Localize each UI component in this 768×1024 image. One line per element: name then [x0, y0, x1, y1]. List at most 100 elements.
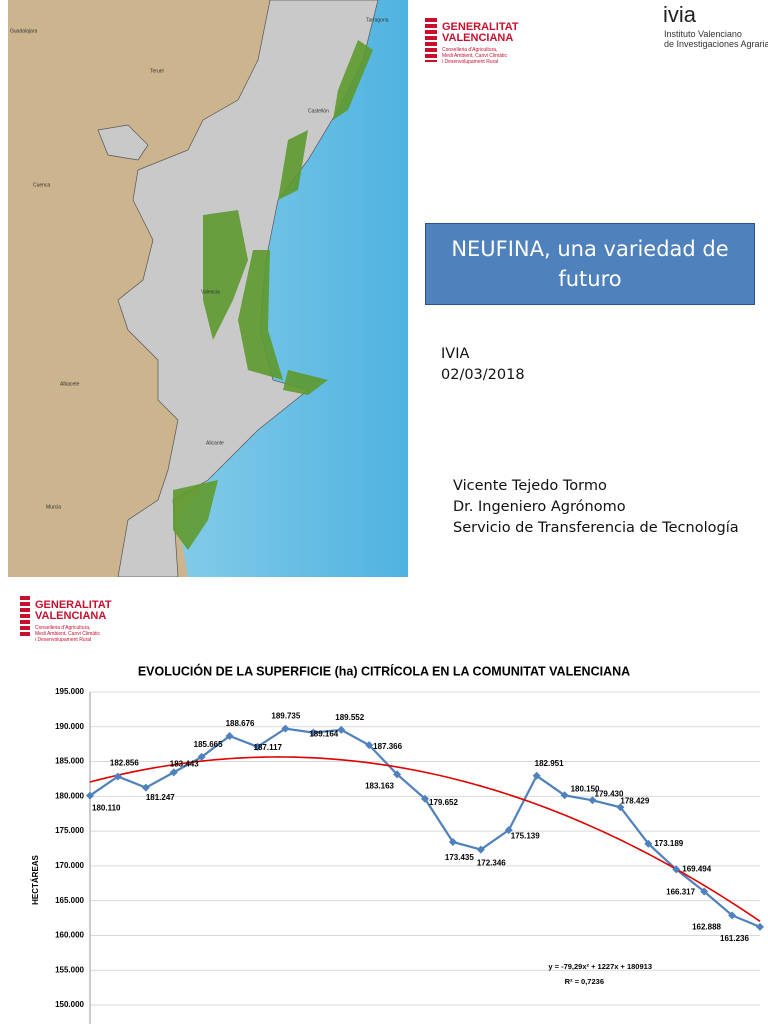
value-label: 175.139 [511, 831, 540, 840]
value-label: 166.317 [666, 888, 695, 897]
marker [253, 742, 262, 751]
value-label: 182.951 [535, 759, 564, 768]
value-label: 189.552 [335, 713, 364, 722]
gv-sub: Conselleria d'Agricultura, Medi Ambient, … [442, 47, 507, 65]
value-label: 188.676 [226, 719, 255, 728]
date: 02/03/2018 [441, 367, 525, 383]
author-line: Servicio de Transferencia de Tecnología [453, 520, 739, 536]
value-label: 178.429 [620, 796, 649, 805]
y-tick-label: 170.000 [55, 861, 84, 870]
value-label: 173.435 [445, 853, 474, 862]
y-axis-label: HECTÁREAS [31, 854, 40, 904]
marker [476, 845, 485, 854]
marker [700, 887, 709, 896]
y-tick-label: 175.000 [55, 826, 84, 835]
y-tick-label: 155.000 [55, 965, 84, 974]
gv-name: VALENCIANA [35, 610, 107, 622]
marker [225, 731, 234, 740]
map: Guadalajara Teruel Tarragona Castellón C… [8, 0, 408, 577]
marker [728, 911, 737, 920]
gv-sub-line: Conselleria d'Agricultura, [442, 47, 498, 53]
marker [756, 922, 764, 931]
slide-title: NEUFINA, una variedad de futuro [451, 237, 729, 291]
gv-emblem [20, 596, 30, 636]
org: IVIA [441, 346, 470, 362]
ivia-logo: ivia [663, 2, 697, 27]
ivia-sub-line: de Investigaciones Agrarias [664, 39, 768, 49]
y-tick-label: 165.000 [55, 896, 84, 905]
y-tick-label: 195.000 [55, 687, 84, 696]
y-tick-label: 160.000 [55, 931, 84, 940]
map-label: Cuenca [33, 182, 50, 188]
marker [337, 725, 346, 734]
value-label: 187.117 [254, 743, 283, 752]
value-label: 187.366 [373, 742, 402, 751]
trend-r2: R² = 0,7236 [565, 977, 604, 986]
author: Vicente Tejedo Tormo Dr. Ingeniero Agróno… [453, 476, 739, 539]
gv-sub-line: i Desenvolupament Rural [442, 59, 499, 65]
gv-sub-line: Medi Ambient, Canvi Climàtic [442, 53, 508, 59]
marker [421, 794, 429, 803]
map-label: Guadalajara [10, 28, 37, 34]
title-box: NEUFINA, una variedad de futuro [425, 223, 755, 305]
gv-sub-line: Conselleria d'Agricultura, [35, 625, 91, 631]
y-tick-label: 180.000 [55, 791, 84, 800]
marker [113, 772, 122, 781]
map-label: Castellón [308, 108, 329, 114]
gv-name: GENERALITAT [35, 599, 112, 611]
marker [644, 839, 653, 848]
map-label: Alicante [206, 440, 224, 446]
value-label: 179.652 [429, 798, 458, 807]
marker [309, 728, 318, 737]
y-tick-label: 185.000 [55, 757, 84, 766]
marker [532, 771, 541, 780]
marker [86, 791, 94, 800]
marker [588, 796, 597, 805]
marker [281, 724, 290, 733]
marker [560, 791, 569, 800]
value-label: 162.888 [692, 922, 721, 931]
gv-sub-line: Medi Ambient, Canvi Climàtic [35, 631, 101, 637]
value-label: 185.665 [194, 740, 223, 749]
gv-name: GENERALITAT [442, 21, 519, 33]
value-label: 181.247 [146, 793, 175, 802]
value-label: 189.735 [271, 712, 300, 721]
value-label: 172.346 [477, 859, 506, 868]
marker [448, 837, 457, 846]
marker [393, 770, 402, 779]
marker [197, 752, 206, 761]
y-tick-label: 190.000 [55, 722, 84, 731]
value-label: 180.110 [92, 804, 121, 813]
value-label: 173.189 [654, 839, 683, 848]
ivia-sub: Instituto Valenciano de Investigaciones A… [664, 29, 768, 49]
map-label: Albacete [60, 381, 80, 387]
marker [141, 783, 150, 792]
value-label: 183.443 [170, 759, 199, 768]
author-line: Vicente Tejedo Tormo [453, 478, 607, 494]
value-label: 180.150 [571, 784, 600, 793]
chart: EVOLUCIÓN DE LA SUPERFICIE (ha) CITRÍCOL… [31, 663, 764, 1024]
value-label: 169.494 [682, 865, 711, 874]
y-tick-label: 150.000 [55, 1000, 84, 1009]
author-line: Dr. Ingeniero Agrónomo [453, 499, 626, 515]
map-label: Valencia [201, 289, 220, 295]
series-line [89, 727, 761, 928]
trend-equation: y = -79,29x² + 1227x + 180913 [548, 962, 652, 971]
value-label: 183.163 [365, 781, 394, 790]
value-label: 161.236 [720, 934, 749, 943]
map-label: Teruel [150, 68, 164, 74]
map-label: Murcia [46, 504, 61, 510]
chart-title: EVOLUCIÓN DE LA SUPERFICIE (ha) CITRÍCOL… [138, 663, 630, 678]
marker [169, 768, 178, 777]
marker [365, 741, 374, 750]
value-label: 179.430 [595, 789, 624, 798]
gv-sub: Conselleria d'Agricultura, Medi Ambient, … [35, 625, 100, 643]
gv-sub-line: i Desenvolupament Rural [35, 637, 92, 643]
ivia-sub-line: Instituto Valenciano [664, 29, 742, 39]
map-label: Tarragona [366, 17, 389, 23]
marker [504, 826, 513, 835]
marker [616, 803, 625, 812]
gv-name: VALENCIANA [442, 32, 514, 44]
marker [672, 865, 681, 874]
